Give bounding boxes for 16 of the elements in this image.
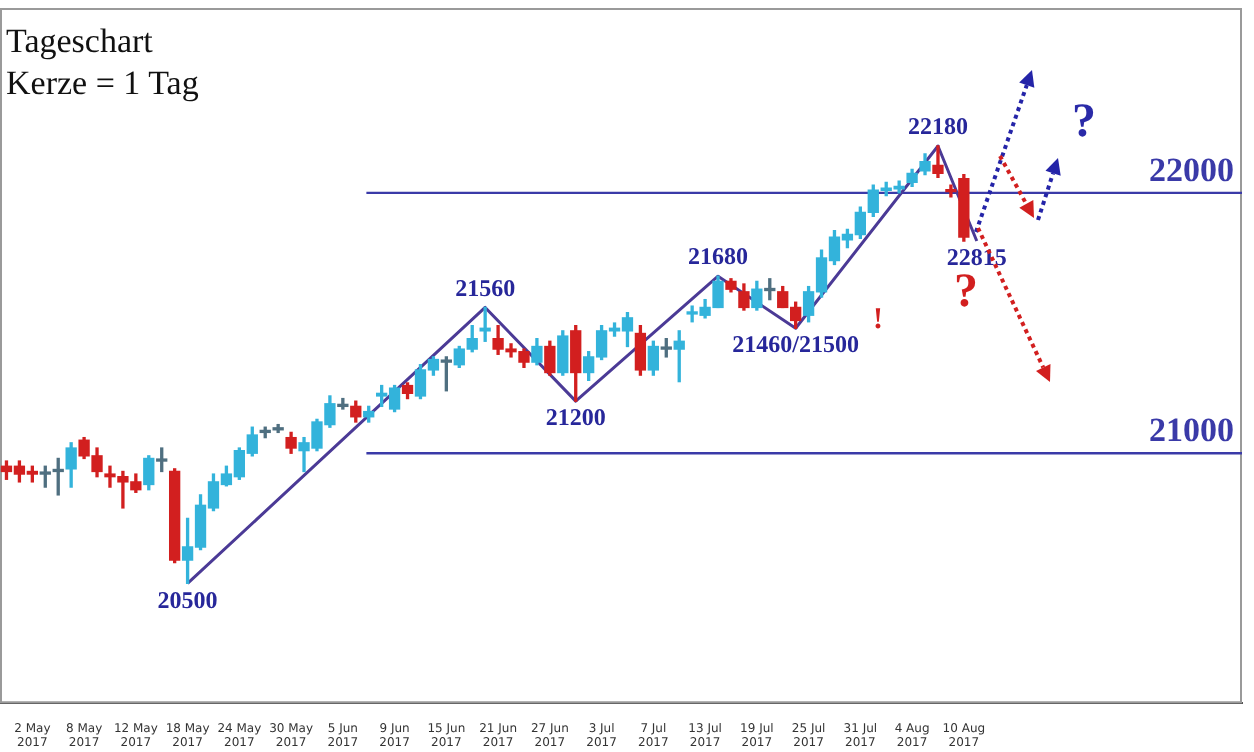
candlestick xyxy=(479,306,491,342)
annotation: 21680 xyxy=(688,242,749,271)
annotation: 21560 xyxy=(455,273,516,302)
annotation: 22180 xyxy=(907,112,968,141)
text: Kerze = 1 Tag xyxy=(6,64,199,104)
annotation: ? xyxy=(1072,96,1096,149)
chart-title: Tageschart xyxy=(6,22,153,62)
ref-line-label: 21000 xyxy=(1149,411,1234,450)
annotation: ! xyxy=(873,303,883,336)
annotation: 21460/21500 xyxy=(732,330,859,359)
candlestick xyxy=(337,397,349,410)
annotation: ? xyxy=(954,266,978,319)
annotation: 20500 xyxy=(157,585,218,614)
annotation: 21200 xyxy=(545,403,606,432)
ref-line-label: 22000 xyxy=(1149,150,1234,189)
annotation: 22815 xyxy=(946,243,1007,272)
